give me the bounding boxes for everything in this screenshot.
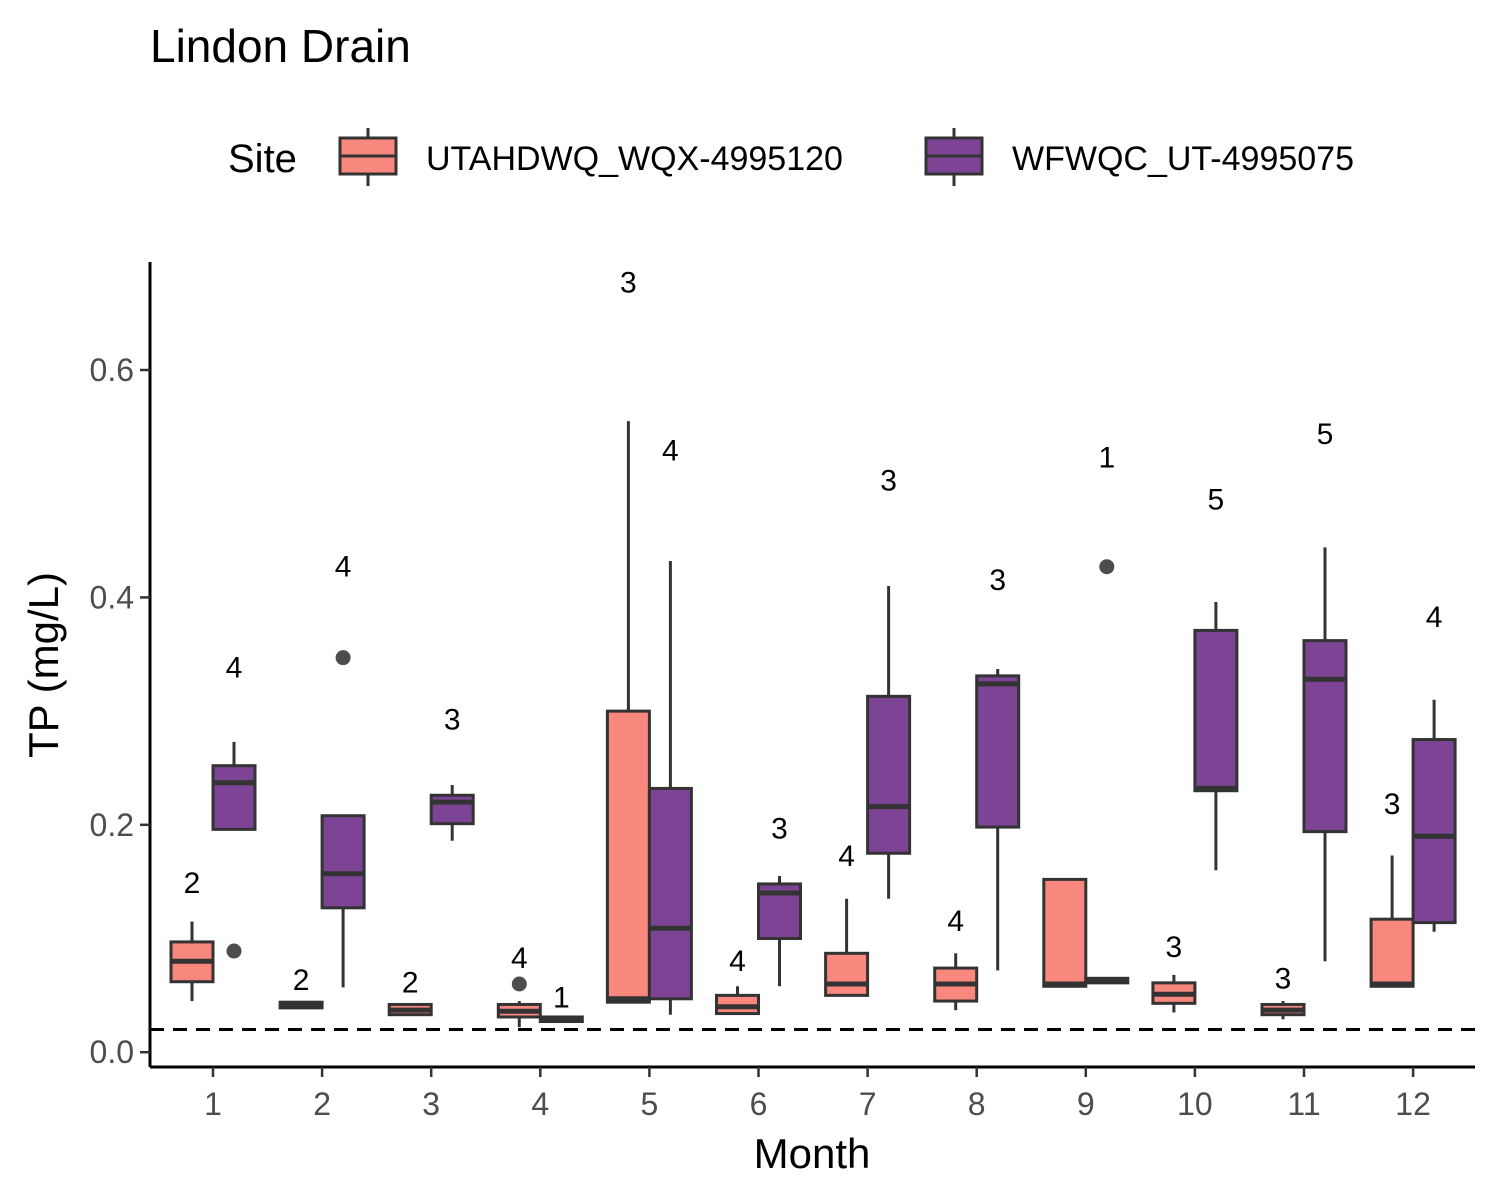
x-tick-label: 4 bbox=[531, 1086, 549, 1122]
box bbox=[320, 814, 366, 910]
box bbox=[1193, 628, 1239, 793]
count-label: 5 bbox=[1208, 484, 1225, 517]
legend-label: UTAHDWQ_WQX-4995120 bbox=[426, 140, 843, 178]
box-utahdwq-month-1: 2 bbox=[169, 867, 215, 1002]
count-label: 4 bbox=[335, 550, 352, 583]
box-utahdwq-month-3: 2 bbox=[387, 967, 433, 1017]
count-label: 3 bbox=[771, 812, 788, 845]
chart-title: Lindon Drain bbox=[150, 20, 411, 72]
count-label: 3 bbox=[1166, 931, 1183, 964]
box-wfwqc-month-9: 1 bbox=[1084, 441, 1130, 985]
y-tick-label: 0.2 bbox=[90, 807, 134, 843]
box-wfwqc-month-7: 3 bbox=[866, 465, 912, 899]
count-label: 4 bbox=[662, 435, 679, 468]
legend-label: WFWQC_UT-4995075 bbox=[1012, 140, 1354, 178]
box bbox=[1411, 738, 1457, 925]
box-utahdwq-month-12: 3 bbox=[1369, 788, 1415, 988]
x-tick-label: 2 bbox=[313, 1086, 331, 1122]
count-label: 3 bbox=[880, 465, 897, 498]
x-tick-label: 5 bbox=[641, 1086, 659, 1122]
x-tick-label: 12 bbox=[1395, 1086, 1431, 1122]
x-tick-label: 9 bbox=[1077, 1086, 1095, 1122]
box bbox=[647, 786, 693, 1001]
box-wfwqc-month-1: 4 bbox=[211, 651, 257, 959]
box-utahdwq-month-8: 4 bbox=[933, 905, 979, 1011]
x-axis-title: Month bbox=[754, 1130, 871, 1177]
box bbox=[866, 694, 912, 855]
count-label: 1 bbox=[553, 982, 570, 1015]
box bbox=[605, 709, 651, 1004]
x-tick-label: 6 bbox=[750, 1086, 768, 1122]
count-label: 2 bbox=[402, 967, 419, 1000]
box-wfwqc-month-8: 3 bbox=[975, 564, 1021, 971]
count-label: 4 bbox=[947, 905, 964, 938]
box-wfwqc-month-11: 5 bbox=[1302, 418, 1348, 962]
box-utahdwq-month-5: 3 bbox=[605, 267, 651, 1004]
y-tick-label: 0.6 bbox=[90, 352, 134, 388]
count-label: 3 bbox=[444, 703, 461, 736]
count-label: 3 bbox=[989, 564, 1006, 597]
count-label: 3 bbox=[1275, 963, 1292, 996]
box bbox=[1042, 877, 1088, 988]
y-tick-label: 0.0 bbox=[90, 1034, 134, 1070]
count-label: 3 bbox=[620, 267, 637, 300]
box bbox=[1302, 639, 1348, 834]
outlier-point bbox=[335, 650, 351, 666]
count-label: 4 bbox=[226, 651, 243, 684]
box-wfwqc-month-3: 3 bbox=[429, 703, 475, 841]
count-label: 1 bbox=[1098, 441, 1115, 474]
count-label: 3 bbox=[1384, 788, 1401, 821]
box bbox=[1369, 917, 1415, 988]
x-tick-label: 7 bbox=[859, 1086, 877, 1122]
legend-entry: WFWQC_UT-4995075 bbox=[924, 128, 1354, 186]
count-label: 4 bbox=[729, 945, 746, 978]
box bbox=[429, 793, 475, 826]
box-wfwqc-month-6: 3 bbox=[757, 812, 802, 987]
box bbox=[975, 674, 1021, 829]
count-label: 2 bbox=[184, 867, 201, 900]
box-utahdwq-month-11: 3 bbox=[1260, 963, 1306, 1020]
box-wfwqc-month-5: 4 bbox=[647, 435, 693, 1015]
outlier-point bbox=[226, 943, 242, 959]
count-label: 2 bbox=[293, 964, 310, 997]
y-axis-title: TP (mg/L) bbox=[20, 572, 67, 758]
box bbox=[824, 951, 870, 997]
legend-title: Site bbox=[228, 137, 297, 181]
legend-entry: UTAHDWQ_WQX-4995120 bbox=[338, 128, 843, 186]
box-wfwqc-month-10: 5 bbox=[1193, 484, 1239, 871]
legend: Site UTAHDWQ_WQX-4995120 WFWQC_UT-4995075 bbox=[228, 128, 1354, 186]
count-label: 4 bbox=[511, 942, 528, 975]
count-label: 4 bbox=[1426, 601, 1443, 634]
box-utahdwq-month-10: 3 bbox=[1151, 931, 1197, 1013]
x-tick-label: 3 bbox=[422, 1086, 440, 1122]
count-label: 4 bbox=[838, 840, 855, 873]
box-utahdwq-month-9 bbox=[1042, 877, 1088, 988]
x-tick-label: 11 bbox=[1287, 1086, 1320, 1122]
y-tick-label: 0.4 bbox=[90, 579, 134, 615]
box-utahdwq-month-4: 4 bbox=[496, 942, 542, 1028]
x-tick-label: 8 bbox=[968, 1086, 986, 1122]
box-wfwqc-month-12: 4 bbox=[1411, 601, 1457, 932]
box-wfwqc-month-2: 4 bbox=[320, 550, 366, 988]
x-tick-label: 1 bbox=[204, 1086, 222, 1122]
x-tick-label: 10 bbox=[1177, 1086, 1213, 1122]
box-utahdwq-month-6: 4 bbox=[715, 945, 760, 1016]
outlier-point bbox=[511, 976, 527, 992]
box bbox=[211, 764, 257, 831]
box-utahdwq-month-2: 2 bbox=[278, 964, 324, 1010]
count-label: 5 bbox=[1317, 418, 1334, 451]
outlier-point bbox=[1099, 559, 1115, 575]
box-wfwqc-month-4: 1 bbox=[538, 982, 584, 1024]
box-utahdwq-month-7: 4 bbox=[824, 840, 870, 997]
